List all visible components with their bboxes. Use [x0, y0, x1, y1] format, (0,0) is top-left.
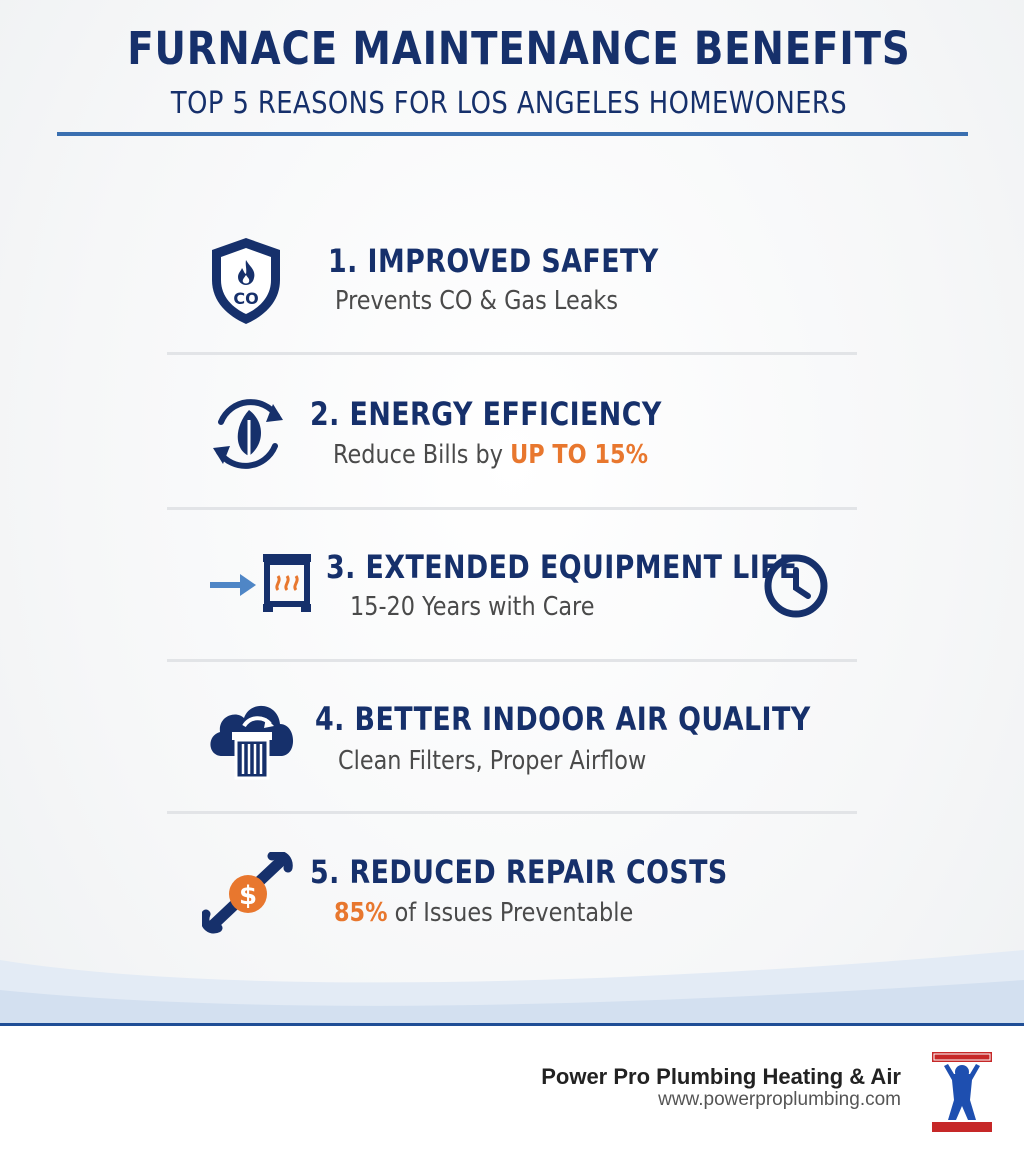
- page-subtitle: TOP 5 REASONS FOR LOS ANGELES HOMEWONERS: [170, 86, 848, 121]
- svg-text:$: $: [239, 881, 257, 911]
- page-title: FURNACE MAINTENANCE BENEFITS: [127, 22, 911, 75]
- clock-icon: [764, 554, 828, 618]
- item-4-subtitle: Clean Filters, Proper Airflow: [338, 746, 647, 776]
- company-logo: [932, 1052, 992, 1132]
- leaf-cycle-icon: [213, 399, 283, 469]
- item-1-title: 1. IMPROVED SAFETY: [328, 242, 659, 280]
- decorative-wave: [0, 950, 1024, 1030]
- company-url[interactable]: www.powerproplumbing.com: [658, 1089, 901, 1110]
- item-2-highlight: UP TO 15%: [510, 440, 648, 470]
- footer-rule: [0, 1023, 1024, 1026]
- furnace-icon: [263, 554, 311, 612]
- item-2-title: 2. ENERGY EFFICIENCY: [310, 395, 662, 433]
- shield-co-icon: CO: [212, 238, 280, 324]
- item-5-highlight: 85%: [334, 898, 388, 928]
- divider: [167, 659, 857, 662]
- item-2-subtitle: Reduce Bills by UP TO 15%: [333, 440, 648, 470]
- item-5-subtitle: 85% of Issues Preventable: [334, 898, 633, 928]
- item-5-title: 5. REDUCED REPAIR COSTS: [310, 853, 728, 891]
- arrow-right-icon: [210, 574, 256, 596]
- item-4-title: 4. BETTER INDOOR AIR QUALITY: [315, 700, 811, 738]
- divider: [167, 507, 857, 510]
- title-divider: [57, 132, 968, 136]
- item-3-subtitle: 15-20 Years with Care: [350, 592, 595, 622]
- item-3-title: 3. EXTENDED EQUIPMENT LIFE: [326, 548, 798, 586]
- item-5-subtitle-text: of Issues Preventable: [387, 898, 634, 928]
- item-1-subtitle: Prevents CO & Gas Leaks: [335, 286, 619, 316]
- wrench-dollar-icon: $: [202, 852, 293, 934]
- divider: [167, 352, 857, 355]
- svg-text:CO: CO: [233, 289, 258, 308]
- footer: [0, 1026, 1024, 1154]
- cloud-filter-icon: [210, 705, 294, 780]
- item-2-subtitle-text: Reduce Bills by: [333, 440, 511, 470]
- company-name: Power Pro Plumbing Heating & Air: [541, 1064, 901, 1089]
- divider: [167, 811, 857, 814]
